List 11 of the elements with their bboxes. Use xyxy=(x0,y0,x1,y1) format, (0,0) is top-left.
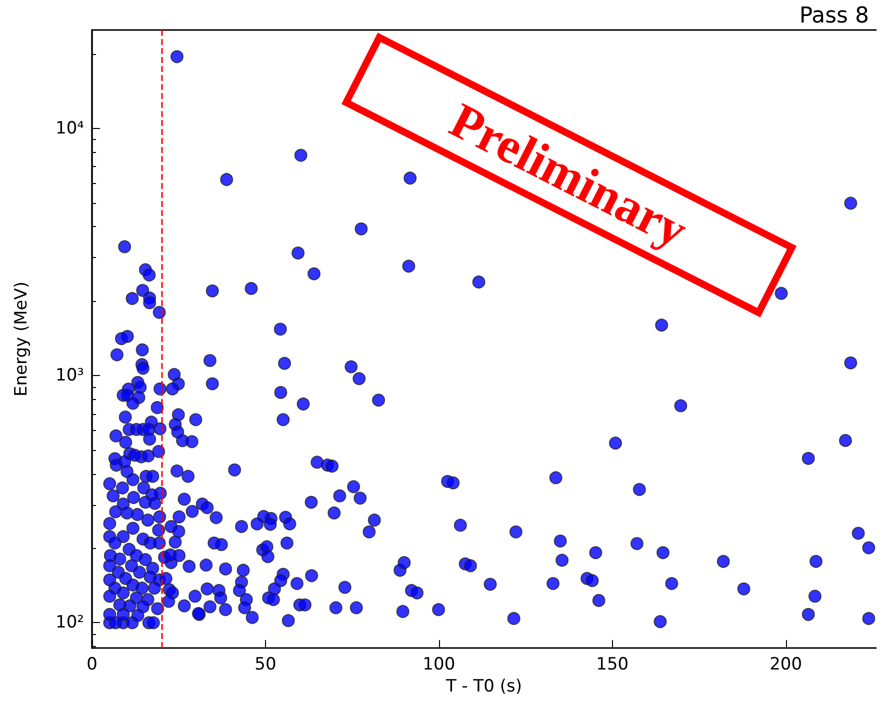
chart-title: Pass 8 xyxy=(799,4,870,28)
x-tick-label: 100 xyxy=(422,654,456,674)
y-axis-title: Energy (MeV) xyxy=(12,282,32,396)
x-tick-label: 200 xyxy=(770,654,802,674)
x-axis-title: T - T0 (s) xyxy=(444,676,522,696)
x-tick-label: 0 xyxy=(86,654,98,674)
y-tick-label: 10⁴ xyxy=(56,118,84,138)
x-tick-label: 50 xyxy=(254,654,276,674)
y-tick-label: 10² xyxy=(56,612,84,633)
x-tick-label: 150 xyxy=(596,654,629,674)
y-tick-label: 10³ xyxy=(56,366,84,386)
